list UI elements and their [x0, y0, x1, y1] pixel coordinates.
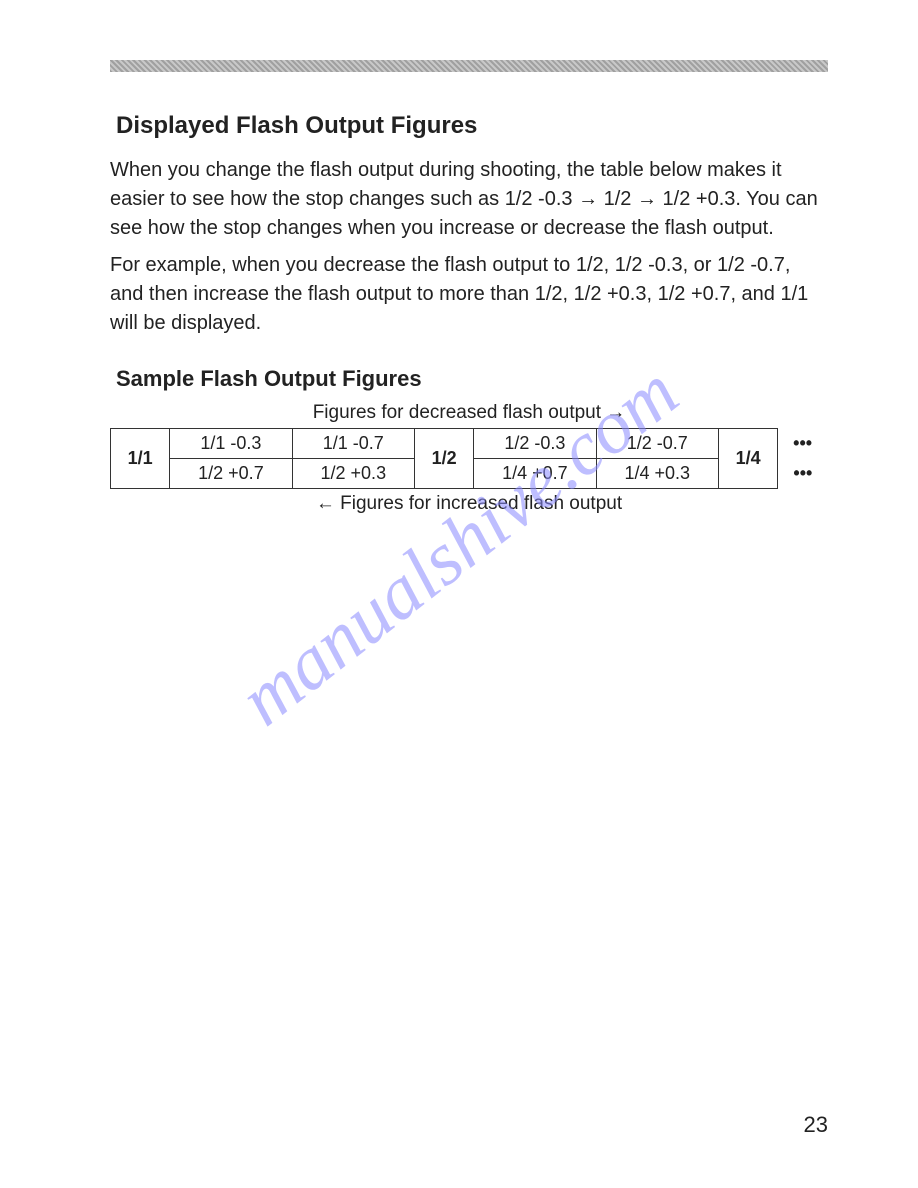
- cell-1-2: 1/2: [414, 429, 473, 489]
- table-caption-bottom: ← Figures for increased flash output: [110, 493, 828, 515]
- paragraph-2: For example, when you decrease the flash…: [110, 251, 828, 338]
- cell-r1c8: •••: [778, 429, 828, 459]
- cell-r1c6: 1/2 -0.7: [596, 429, 718, 459]
- paragraph-1: When you change the flash output during …: [110, 156, 828, 243]
- cell-r1c5: 1/2 -0.3: [474, 429, 596, 459]
- cell-r1c2: 1/1 -0.3: [170, 429, 292, 459]
- table-caption-top: Figures for decreased flash output →: [110, 402, 828, 424]
- heading: Displayed Flash Output Figures: [116, 112, 828, 140]
- flash-output-table: 1/1 1/1 -0.3 1/1 -0.7 1/2 1/2 -0.3 1/2 -…: [110, 428, 828, 489]
- table-row: 1/1 1/1 -0.3 1/1 -0.7 1/2 1/2 -0.3 1/2 -…: [111, 429, 828, 459]
- subheading: Sample Flash Output Figures: [116, 366, 828, 392]
- cell-r2c5: 1/4 +0.7: [474, 459, 596, 489]
- cell-r2c2: 1/2 +0.7: [170, 459, 292, 489]
- cell-r2c6: 1/4 +0.3: [596, 459, 718, 489]
- page-number: 23: [804, 1112, 828, 1138]
- cell-r2c8: •••: [778, 459, 828, 489]
- page-container: Displayed Flash Output Figures When you …: [0, 0, 918, 1188]
- cell-r2c3: 1/2 +0.3: [292, 459, 414, 489]
- cell-1-1: 1/1: [111, 429, 170, 489]
- top-rule: [110, 60, 828, 72]
- cell-r1c3: 1/1 -0.7: [292, 429, 414, 459]
- cell-1-4: 1/4: [718, 429, 777, 489]
